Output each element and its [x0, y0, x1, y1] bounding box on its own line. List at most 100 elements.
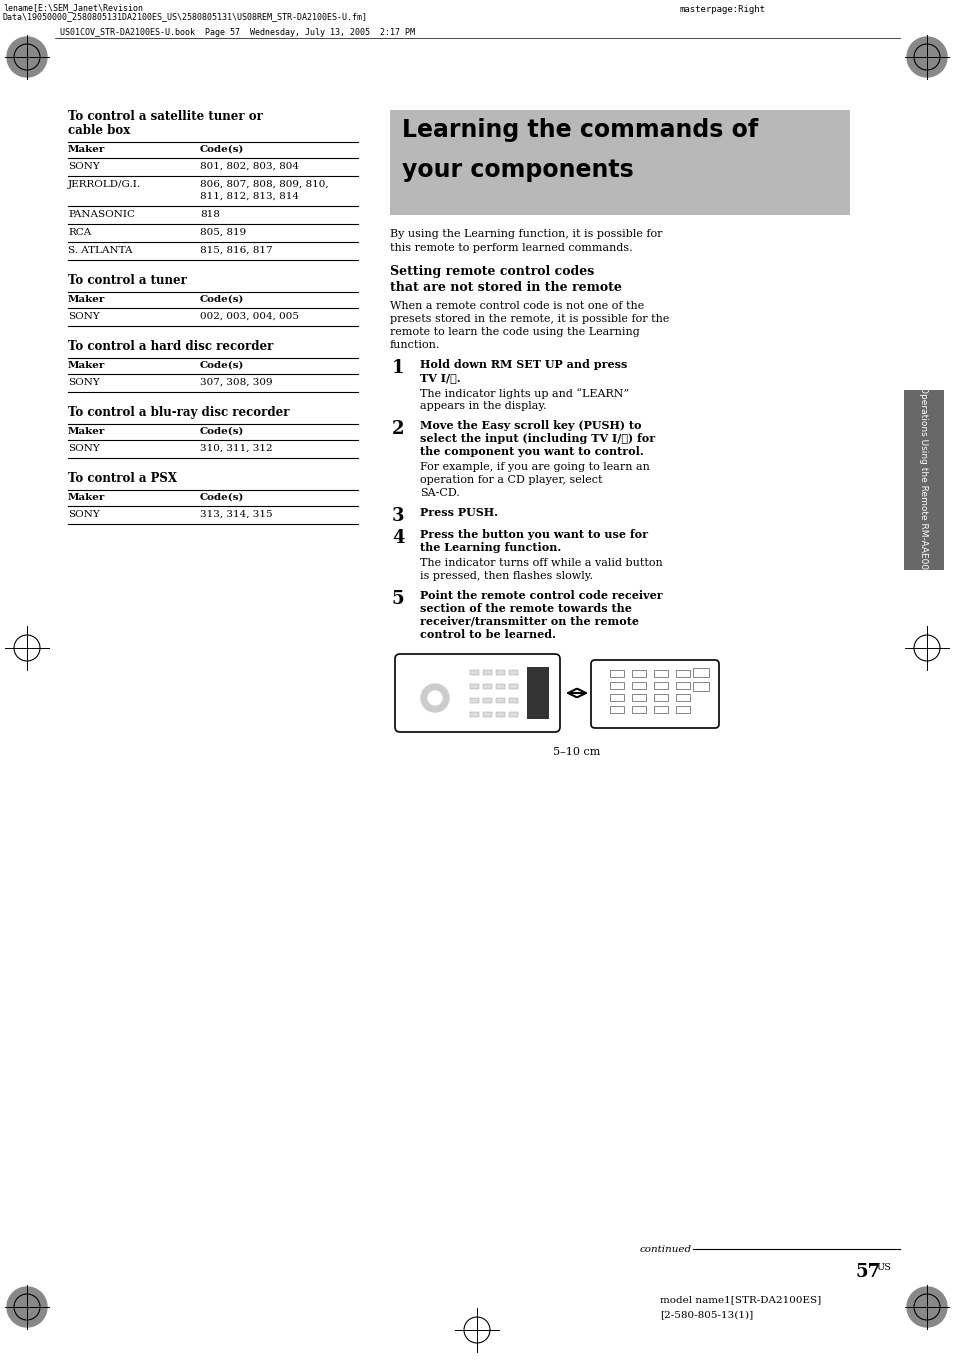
Bar — [654, 682, 667, 689]
Text: 801, 802, 803, 804: 801, 802, 803, 804 — [200, 162, 298, 170]
Bar — [509, 698, 517, 702]
Text: Press the button you want to use for: Press the button you want to use for — [419, 529, 647, 540]
Text: operation for a CD player, select: operation for a CD player, select — [419, 475, 602, 486]
Bar — [482, 712, 492, 717]
Text: that are not stored in the remote: that are not stored in the remote — [390, 281, 621, 295]
Text: By using the Learning function, it is possible for: By using the Learning function, it is po… — [390, 229, 661, 239]
Circle shape — [428, 692, 441, 705]
Text: presets stored in the remote, it is possible for the: presets stored in the remote, it is poss… — [390, 314, 669, 325]
Text: continued: continued — [639, 1245, 691, 1254]
Bar — [676, 670, 689, 677]
Bar — [470, 698, 478, 702]
Text: Setting remote control codes: Setting remote control codes — [390, 265, 594, 278]
Text: Hold down RM SET UP and press: Hold down RM SET UP and press — [419, 359, 627, 370]
Text: Maker: Maker — [68, 145, 105, 154]
Text: Code(s): Code(s) — [200, 361, 244, 370]
FancyBboxPatch shape — [395, 653, 559, 732]
Text: Code(s): Code(s) — [200, 492, 244, 502]
Bar — [631, 670, 645, 677]
Text: 1: 1 — [392, 359, 404, 376]
Text: 806, 807, 808, 809, 810,: 806, 807, 808, 809, 810, — [200, 180, 328, 190]
Text: is pressed, then flashes slowly.: is pressed, then flashes slowly. — [419, 572, 593, 581]
Bar — [676, 682, 689, 689]
Text: the Learning function.: the Learning function. — [419, 542, 560, 552]
Text: Move the Easy scroll key (PUSH) to: Move the Easy scroll key (PUSH) to — [419, 420, 640, 431]
Text: remote to learn the code using the Learning: remote to learn the code using the Learn… — [390, 327, 639, 337]
Text: Operations Using the Remote RM-AAE001: Operations Using the Remote RM-AAE001 — [919, 386, 927, 574]
Text: To control a blu-ray disc recorder: To control a blu-ray disc recorder — [68, 406, 289, 419]
Text: Data\19050000_2580805131DA2100ES_US\2580805131\US08REM_STR-DA2100ES-U.fm]: Data\19050000_2580805131DA2100ES_US\2580… — [3, 12, 368, 20]
Bar — [496, 712, 504, 717]
Text: To control a hard disc recorder: To control a hard disc recorder — [68, 340, 274, 353]
Text: 3: 3 — [392, 507, 404, 525]
Bar — [496, 670, 504, 675]
Circle shape — [906, 37, 946, 76]
Bar — [654, 707, 667, 713]
Text: SONY: SONY — [68, 510, 100, 518]
Text: 818: 818 — [200, 210, 219, 220]
Text: TV I/⏻.: TV I/⏻. — [419, 372, 460, 383]
Text: 805, 819: 805, 819 — [200, 228, 246, 237]
Text: section of the remote towards the: section of the remote towards the — [419, 603, 631, 614]
Bar — [654, 694, 667, 701]
Text: To control a tuner: To control a tuner — [68, 274, 187, 286]
Circle shape — [7, 1288, 47, 1327]
Text: The indicator lights up and “LEARN”: The indicator lights up and “LEARN” — [419, 387, 628, 398]
Text: RCA: RCA — [68, 228, 91, 237]
Bar — [654, 670, 667, 677]
Text: When a remote control code is not one of the: When a remote control code is not one of… — [390, 301, 643, 311]
Text: masterpage:Right: masterpage:Right — [679, 5, 765, 14]
Bar — [496, 698, 504, 702]
Text: 4: 4 — [392, 529, 404, 547]
Text: [2-580-805-13(1)]: [2-580-805-13(1)] — [659, 1309, 753, 1319]
Text: Learning the commands of: Learning the commands of — [401, 119, 758, 142]
Bar — [509, 712, 517, 717]
Text: Code(s): Code(s) — [200, 145, 244, 154]
Text: SONY: SONY — [68, 162, 100, 170]
Text: Code(s): Code(s) — [200, 295, 244, 304]
Bar — [482, 683, 492, 689]
Bar — [631, 682, 645, 689]
Text: To control a satellite tuner or: To control a satellite tuner or — [68, 110, 263, 123]
Text: Maker: Maker — [68, 492, 105, 502]
Text: US01COV_STR-DA2100ES-U.book  Page 57  Wednesday, July 13, 2005  2:17 PM: US01COV_STR-DA2100ES-U.book Page 57 Wedn… — [60, 29, 415, 37]
Bar — [631, 694, 645, 701]
Bar — [692, 668, 708, 677]
Text: 57: 57 — [855, 1263, 881, 1281]
Text: 5: 5 — [392, 591, 404, 608]
Text: the component you want to control.: the component you want to control. — [419, 446, 643, 457]
Bar — [609, 694, 623, 701]
Text: PANASONIC: PANASONIC — [68, 210, 135, 220]
Text: SONY: SONY — [68, 312, 100, 321]
Bar — [509, 683, 517, 689]
Bar — [482, 698, 492, 702]
Circle shape — [7, 37, 47, 76]
Text: cable box: cable box — [68, 124, 131, 136]
Text: Point the remote control code receiver: Point the remote control code receiver — [419, 591, 662, 602]
Bar — [676, 707, 689, 713]
Text: 2: 2 — [392, 420, 404, 438]
Text: 815, 816, 817: 815, 816, 817 — [200, 246, 273, 255]
Text: SA-CD.: SA-CD. — [419, 488, 459, 498]
Bar — [470, 683, 478, 689]
Text: function.: function. — [390, 340, 440, 351]
Text: appears in the display.: appears in the display. — [419, 401, 546, 411]
Text: To control a PSX: To control a PSX — [68, 472, 177, 486]
Bar — [390, 110, 849, 216]
Text: SONY: SONY — [68, 378, 100, 387]
Text: 002, 003, 004, 005: 002, 003, 004, 005 — [200, 312, 298, 321]
Text: receiver/transmitter on the remote: receiver/transmitter on the remote — [419, 617, 639, 627]
Bar — [676, 694, 689, 701]
Text: The indicator turns off while a valid button: The indicator turns off while a valid bu… — [419, 558, 662, 567]
Bar — [482, 670, 492, 675]
Text: 811, 812, 813, 814: 811, 812, 813, 814 — [200, 192, 298, 201]
Bar — [609, 670, 623, 677]
Text: Maker: Maker — [68, 295, 105, 304]
Text: SONY: SONY — [68, 445, 100, 453]
Bar — [470, 670, 478, 675]
Text: 310, 311, 312: 310, 311, 312 — [200, 445, 273, 453]
Text: your components: your components — [401, 158, 633, 181]
Circle shape — [420, 683, 449, 712]
Text: this remote to perform learned commands.: this remote to perform learned commands. — [390, 243, 632, 252]
Text: Press PUSH.: Press PUSH. — [419, 507, 497, 518]
